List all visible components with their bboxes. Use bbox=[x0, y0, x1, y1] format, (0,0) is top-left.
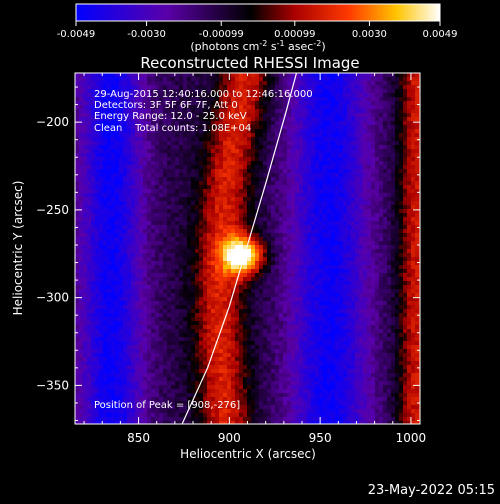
y-tick-label: −200 bbox=[36, 115, 69, 129]
x-tick-label: 950 bbox=[309, 431, 332, 445]
timestamp: 23-May-2022 05:15 bbox=[368, 483, 495, 498]
info-line-time: 29-Aug-2015 12:40:16.000 to 12:46:16.000 bbox=[94, 89, 313, 100]
x-tick-label: 850 bbox=[127, 431, 150, 445]
peak-position-label: Position of Peak = [908,-276] bbox=[94, 400, 240, 411]
colorbar-tick-label: -0.0030 bbox=[127, 29, 166, 40]
chart-title: Reconstructed RHESSI Image bbox=[140, 54, 359, 72]
y-tick-label: −350 bbox=[36, 378, 69, 392]
y-axis-label: Heliocentric Y (arcsec) bbox=[11, 181, 25, 316]
y-tick-label: −300 bbox=[36, 291, 69, 305]
colorbar-tick-label: -0.0049 bbox=[57, 29, 96, 40]
info-line-energy: Energy Range: 12.0 - 25.0 keV bbox=[94, 111, 247, 122]
colorbar-tick-label: 0.0049 bbox=[423, 29, 458, 40]
colorbar-tick-label: -0.00099 bbox=[199, 29, 244, 40]
colorbar-unit-label: (photons cm-2 s-1 asec-2) bbox=[190, 39, 325, 53]
y-tick-label: −250 bbox=[36, 203, 69, 217]
info-line-detectors: Detectors: 3F 5F 6F 7F, Att 0 bbox=[94, 100, 238, 111]
info-line-clean: Clean Total counts: 1.08E+04 bbox=[94, 123, 251, 134]
colorbar-gradient bbox=[76, 4, 440, 21]
colorbar-tick-label: 0.0030 bbox=[352, 29, 387, 40]
x-tick-label: 900 bbox=[218, 431, 241, 445]
x-axis-label: Heliocentric X (arcsec) bbox=[180, 447, 316, 461]
x-tick-label: 1000 bbox=[396, 431, 427, 445]
